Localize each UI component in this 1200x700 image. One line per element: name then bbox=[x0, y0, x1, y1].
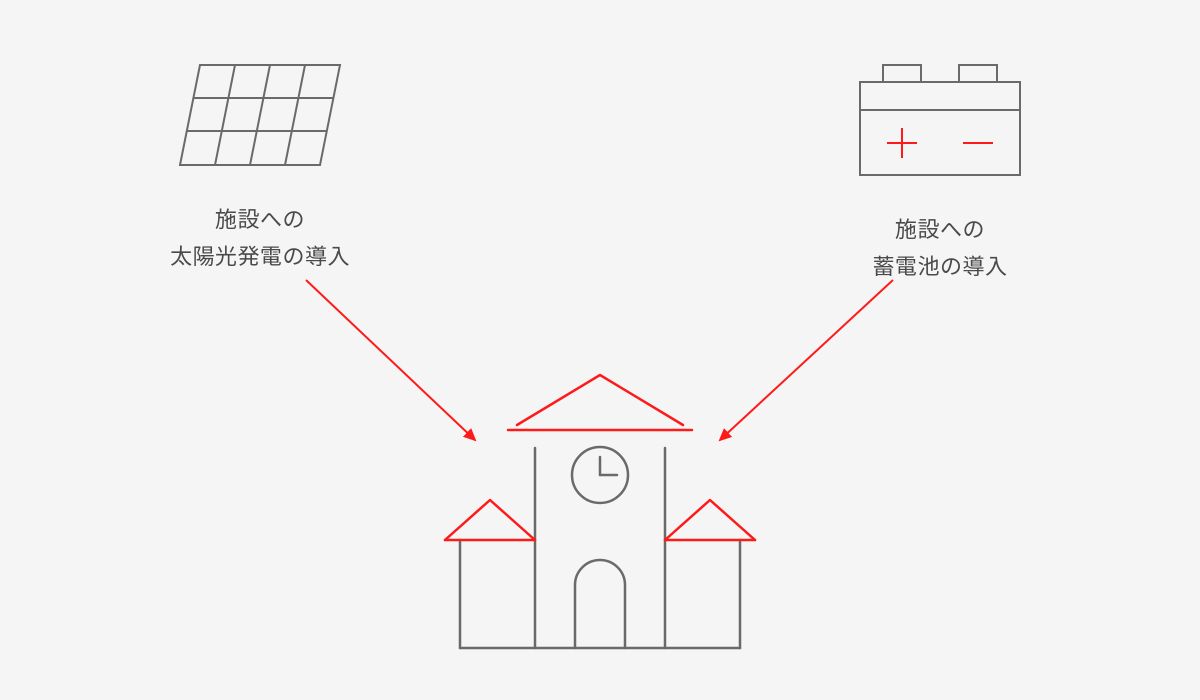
solar-label: 施設への 太陽光発電の導入 bbox=[110, 200, 410, 275]
building-node bbox=[440, 370, 760, 665]
solar-panel-icon bbox=[110, 60, 410, 170]
solar-label-line1: 施設への bbox=[215, 202, 305, 234]
battery-label-line1: 施設への bbox=[895, 212, 985, 244]
solar-label-line2: 太陽光発電の導入 bbox=[170, 239, 350, 271]
solar-node: 施設への 太陽光発電の導入 bbox=[110, 60, 410, 275]
battery-node: 施設への 蓄電池の導入 bbox=[790, 60, 1090, 285]
battery-icon bbox=[790, 60, 1090, 180]
battery-label: 施設への 蓄電池の導入 bbox=[790, 210, 1090, 285]
diagram-container: 施設への 太陽光発電の導入 bbox=[0, 0, 1200, 700]
battery-label-line2: 蓄電池の導入 bbox=[872, 249, 1007, 281]
building-icon bbox=[440, 370, 760, 660]
